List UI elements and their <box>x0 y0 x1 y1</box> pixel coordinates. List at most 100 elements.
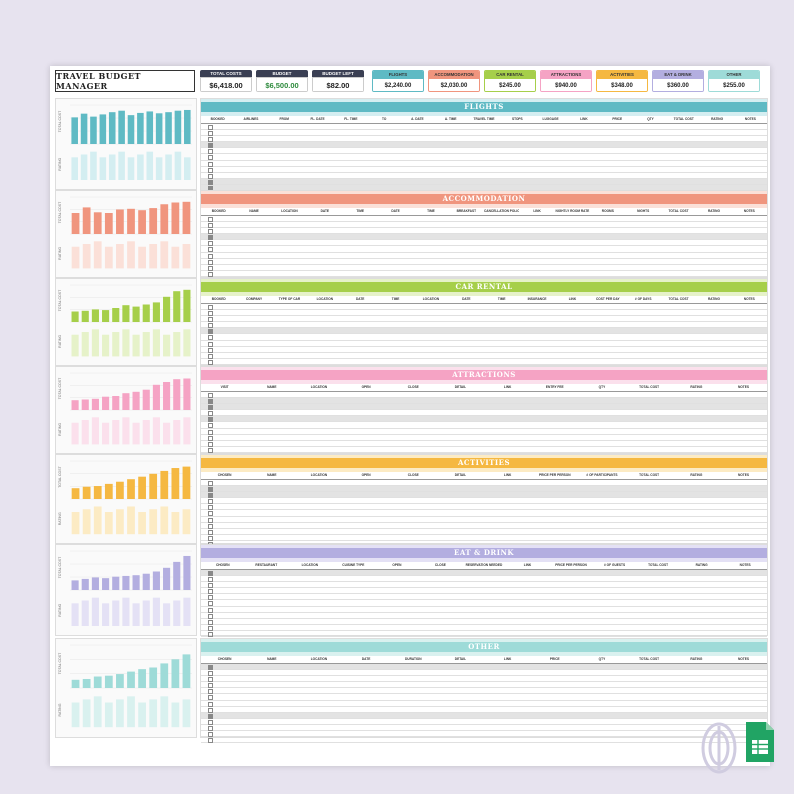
table-row[interactable] <box>201 353 767 359</box>
table-row[interactable] <box>201 410 767 417</box>
table-row[interactable] <box>201 694 767 701</box>
table-row[interactable] <box>201 576 767 583</box>
table-row[interactable] <box>201 517 767 523</box>
table-row[interactable] <box>201 594 767 601</box>
row-checkbox[interactable] <box>208 701 213 707</box>
row-checkbox[interactable] <box>208 271 213 277</box>
table-row[interactable] <box>201 304 767 311</box>
row-checkbox[interactable] <box>208 583 213 589</box>
table-row[interactable] <box>201 619 767 625</box>
row-checkbox[interactable] <box>208 131 213 137</box>
row-checkbox[interactable] <box>208 341 213 347</box>
table-row[interactable] <box>201 737 767 744</box>
row-checkbox[interactable] <box>208 247 213 253</box>
row-checkbox[interactable] <box>208 511 213 517</box>
table-row[interactable] <box>201 136 767 143</box>
table-row[interactable] <box>201 259 767 265</box>
row-checkbox[interactable] <box>208 607 213 613</box>
row-checkbox[interactable] <box>208 535 213 541</box>
row-checkbox[interactable] <box>208 235 213 241</box>
table-row[interactable] <box>201 334 767 341</box>
row-checkbox[interactable] <box>208 125 213 130</box>
row-checkbox[interactable] <box>208 229 213 235</box>
table-row[interactable] <box>201 228 767 235</box>
table-row[interactable] <box>201 510 767 517</box>
table-row[interactable] <box>201 480 767 487</box>
row-checkbox[interactable] <box>208 493 213 499</box>
row-checkbox[interactable] <box>208 689 213 695</box>
table-row[interactable] <box>201 341 767 347</box>
row-checkbox[interactable] <box>208 529 213 535</box>
table-row[interactable] <box>201 178 767 185</box>
row-checkbox[interactable] <box>208 329 213 335</box>
row-checkbox[interactable] <box>208 595 213 601</box>
table-row[interactable] <box>201 535 767 541</box>
row-checkbox[interactable] <box>208 253 213 259</box>
table-row[interactable] <box>201 570 767 577</box>
row-checkbox[interactable] <box>208 143 213 149</box>
row-checkbox[interactable] <box>208 161 213 167</box>
row-checkbox[interactable] <box>208 665 213 670</box>
table-row[interactable] <box>201 130 767 137</box>
table-row[interactable] <box>201 328 767 335</box>
table-row[interactable] <box>201 422 767 429</box>
row-checkbox[interactable] <box>208 217 213 222</box>
table-row[interactable] <box>201 398 767 405</box>
table-row[interactable] <box>201 588 767 595</box>
table-row[interactable] <box>201 498 767 505</box>
table-row[interactable] <box>201 246 767 253</box>
table-row[interactable] <box>201 712 767 719</box>
row-checkbox[interactable] <box>208 167 213 173</box>
table-row[interactable] <box>201 216 767 223</box>
row-checkbox[interactable] <box>208 677 213 683</box>
row-checkbox[interactable] <box>208 499 213 505</box>
row-checkbox[interactable] <box>208 335 213 341</box>
row-checkbox[interactable] <box>208 613 213 619</box>
row-checkbox[interactable] <box>208 505 213 511</box>
row-checkbox[interactable] <box>208 447 213 453</box>
table-row[interactable] <box>201 347 767 353</box>
row-checkbox[interactable] <box>208 435 213 441</box>
table-row[interactable] <box>201 265 767 271</box>
table-row[interactable] <box>201 240 767 247</box>
row-checkbox[interactable] <box>208 481 213 486</box>
row-checkbox[interactable] <box>208 713 213 719</box>
table-row[interactable] <box>201 664 767 671</box>
table-row[interactable] <box>201 173 767 179</box>
row-checkbox[interactable] <box>208 411 213 417</box>
row-checkbox[interactable] <box>208 155 213 161</box>
table-row[interactable] <box>201 504 767 511</box>
row-checkbox[interactable] <box>208 695 213 701</box>
table-row[interactable] <box>201 529 767 535</box>
table-row[interactable] <box>201 688 767 695</box>
row-checkbox[interactable] <box>208 589 213 595</box>
row-checkbox[interactable] <box>208 305 213 310</box>
table-row[interactable] <box>201 142 767 149</box>
table-row[interactable] <box>201 707 767 713</box>
row-checkbox[interactable] <box>208 671 213 677</box>
table-row[interactable] <box>201 582 767 589</box>
table-row[interactable] <box>201 161 767 167</box>
row-checkbox[interactable] <box>208 347 213 353</box>
table-row[interactable] <box>201 625 767 631</box>
table-row[interactable] <box>201 124 767 131</box>
row-checkbox[interactable] <box>208 423 213 429</box>
row-checkbox[interactable] <box>208 725 213 731</box>
row-checkbox[interactable] <box>208 265 213 271</box>
row-checkbox[interactable] <box>208 625 213 631</box>
row-checkbox[interactable] <box>208 577 213 583</box>
table-row[interactable] <box>201 148 767 155</box>
table-row[interactable] <box>201 416 767 423</box>
row-checkbox[interactable] <box>208 601 213 607</box>
row-checkbox[interactable] <box>208 311 213 317</box>
row-checkbox[interactable] <box>208 405 213 411</box>
row-checkbox[interactable] <box>208 732 213 738</box>
table-row[interactable] <box>201 167 767 173</box>
table-row[interactable] <box>201 523 767 529</box>
row-checkbox[interactable] <box>208 359 213 365</box>
table-row[interactable] <box>201 359 767 365</box>
table-row[interactable] <box>201 447 767 453</box>
row-checkbox[interactable] <box>208 683 213 689</box>
table-row[interactable] <box>201 271 767 277</box>
table-row[interactable] <box>201 435 767 441</box>
